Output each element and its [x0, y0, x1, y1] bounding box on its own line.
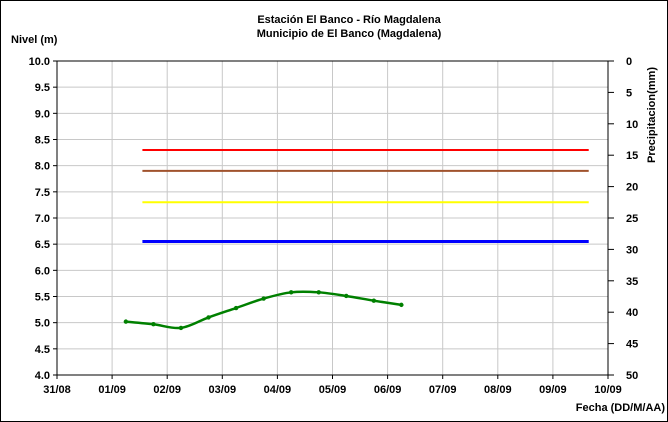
level-data-point [371, 298, 377, 303]
level-data-point [288, 290, 294, 295]
y-tick-label: 6.5 [35, 239, 50, 251]
y2-tick-label: 20 [626, 182, 638, 194]
y-axis-label: Nivel (m) [11, 34, 58, 46]
x-tick-label: 01/09 [98, 384, 126, 396]
y2-tick-label: 5 [626, 87, 632, 99]
x-tick-label: 02/09 [153, 384, 181, 396]
y2-tick-label: 0 [626, 56, 632, 68]
level-data-point [123, 319, 129, 324]
y-tick-label: 7.5 [35, 187, 50, 199]
y2-tick-label: 45 [626, 339, 638, 351]
x-tick-label: 31/08 [43, 384, 71, 396]
y-tick-label: 4.5 [35, 344, 50, 356]
level-data-point [261, 296, 266, 301]
chart-subtitle: Municipio de El Banco (Magdalena) [257, 28, 442, 40]
x-tick-label: 03/09 [209, 384, 237, 396]
y2-tick-label: 40 [626, 307, 638, 319]
y-tick-label: 8.0 [35, 161, 50, 173]
level-data-point [178, 325, 184, 331]
y-tick-label: 4.0 [35, 370, 50, 382]
y-tick-label: 10.0 [29, 56, 50, 68]
level-data-point [399, 302, 404, 308]
y2-tick-label: 10 [626, 119, 638, 131]
level-data-point [151, 322, 156, 327]
y-tick-label: 9.0 [35, 108, 50, 120]
level-data-point [206, 315, 211, 320]
x-axis-label: Fecha (DD/M/AA) [576, 402, 666, 414]
x-tick-label: 05/09 [319, 384, 347, 396]
y-tick-label: 9.5 [35, 82, 50, 94]
y-tick-label: 5.5 [35, 292, 50, 304]
y2-tick-label: 15 [626, 150, 638, 162]
x-tick-label: 10/09 [594, 384, 622, 396]
x-tick-label: 06/09 [374, 384, 402, 396]
y-tick-label: 7.0 [35, 213, 50, 225]
y2-tick-label: 30 [626, 244, 638, 256]
level-data-point [316, 290, 321, 295]
x-tick-label: 04/09 [264, 384, 292, 396]
y-tick-label: 5.0 [35, 318, 50, 330]
x-tick-label: 09/09 [539, 384, 567, 396]
plot-area: 10.0 9.5 9.0 8.5 8.0 7.5 7.0 6.5 6.0 5.5 5.0 4.5 4.0… [29, 56, 639, 396]
y2-axis-label: Precipitacion(mm) [646, 67, 658, 163]
chart-title: Estación El Banco - Río Magdalena [257, 14, 441, 26]
level-data-point [233, 305, 239, 311]
level-data-point [344, 293, 349, 299]
y2-tick-label: 50 [626, 370, 638, 382]
y2-tick-label: 25 [626, 213, 638, 225]
x-tick-label: 07/09 [429, 384, 457, 396]
y2-tick-label: 35 [626, 276, 638, 288]
y-tick-label: 6.0 [35, 265, 50, 277]
x-tick-label: 08/09 [484, 384, 512, 396]
y-tick-label: 8.5 [35, 135, 50, 147]
